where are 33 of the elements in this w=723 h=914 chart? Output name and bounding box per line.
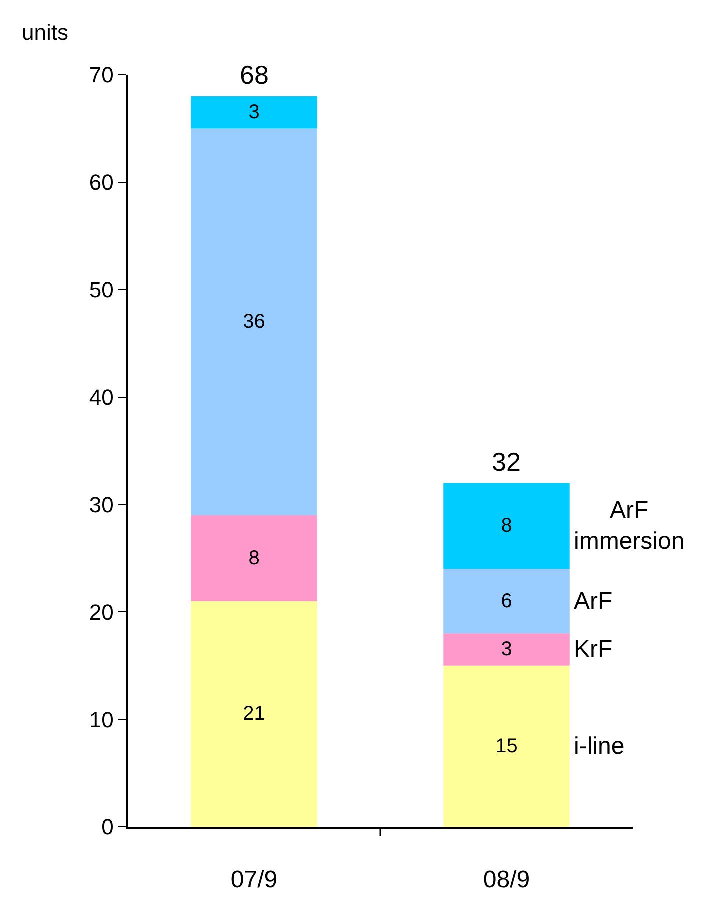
y-tick-label: 30 bbox=[89, 492, 114, 518]
total-label: 68 bbox=[240, 60, 269, 90]
data-label: 21 bbox=[243, 703, 266, 726]
series-label: i-line bbox=[574, 733, 625, 760]
x-tick-label: 07/9 bbox=[230, 866, 278, 894]
series-label: ArF immersion bbox=[574, 497, 685, 556]
x-tick-label: 08/9 bbox=[483, 866, 530, 894]
y-tick-label: 70 bbox=[89, 62, 114, 88]
bar bbox=[191, 128, 318, 516]
total-label: 32 bbox=[492, 447, 521, 477]
bar bbox=[191, 515, 318, 602]
y-tick-label: 0 bbox=[102, 814, 114, 840]
data-label: 8 bbox=[248, 547, 260, 570]
y-axis-title: units bbox=[22, 20, 68, 45]
data-label: 3 bbox=[248, 102, 260, 124]
data-label: 6 bbox=[501, 590, 512, 612]
y-tick-label: 60 bbox=[89, 170, 114, 196]
y-tick-label: 20 bbox=[89, 600, 114, 625]
data-label: 8 bbox=[501, 515, 512, 538]
bar bbox=[444, 666, 570, 827]
y-tick-label: 40 bbox=[89, 384, 114, 410]
bar bbox=[444, 634, 570, 666]
bar bbox=[191, 601, 318, 827]
data-label: 15 bbox=[496, 735, 518, 758]
bar bbox=[444, 483, 570, 570]
data-label: 3 bbox=[501, 638, 512, 661]
bar bbox=[191, 96, 318, 129]
data-label: 36 bbox=[243, 311, 266, 334]
series-label: KrF bbox=[574, 636, 613, 663]
series-label: ArF bbox=[574, 588, 613, 615]
y-tick-label: 50 bbox=[89, 278, 114, 303]
bar bbox=[444, 569, 570, 634]
y-tick-label: 10 bbox=[89, 707, 114, 732]
